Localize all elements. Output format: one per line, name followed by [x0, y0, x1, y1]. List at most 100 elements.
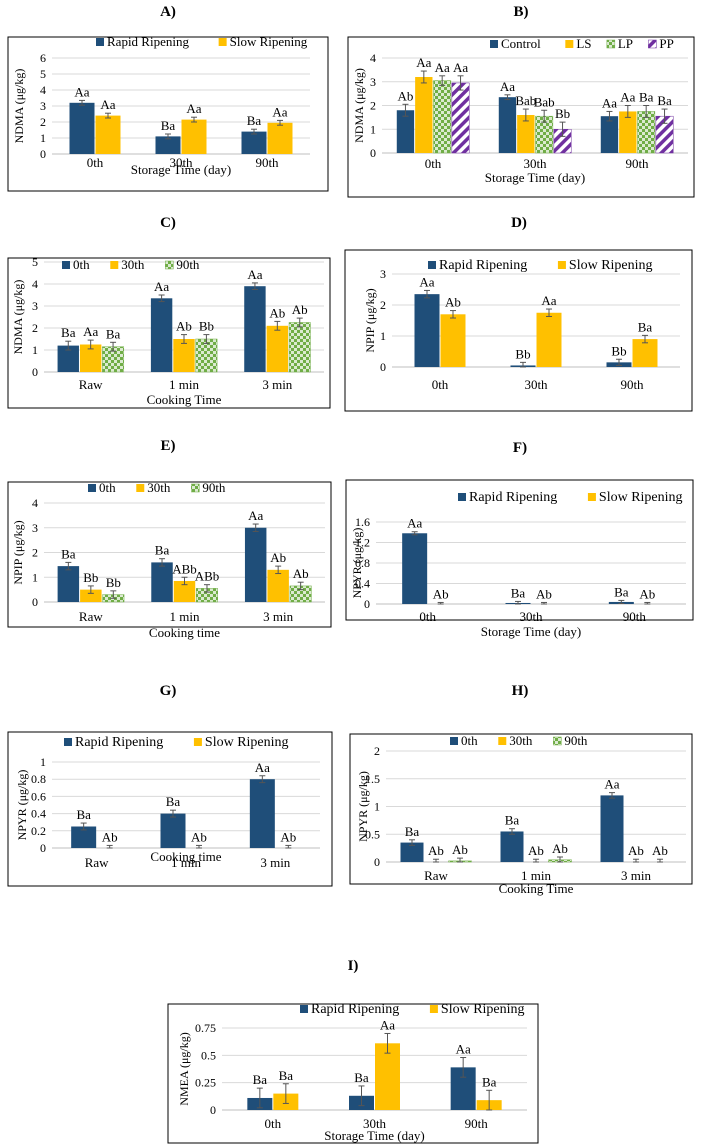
bar[interactable]	[415, 77, 433, 153]
bar[interactable]	[600, 116, 619, 153]
panel-label: F)	[513, 440, 527, 456]
bar[interactable]	[402, 533, 428, 604]
legend-swatch[interactable]	[587, 493, 596, 501]
legend-swatch[interactable]	[490, 40, 498, 48]
bar[interactable]	[160, 813, 186, 848]
x-tick-label: 90th	[625, 156, 649, 171]
bar[interactable]	[375, 1043, 400, 1110]
x-tick-label: 0th	[425, 156, 442, 171]
y-tick-label: 3	[32, 521, 38, 535]
bar[interactable]	[57, 566, 80, 602]
bar[interactable]	[400, 842, 424, 862]
data-label: Ba	[505, 813, 520, 828]
data-label: Ba	[61, 325, 76, 340]
legend-swatch[interactable]	[429, 1005, 438, 1013]
data-label: Aa	[456, 1042, 471, 1057]
bar[interactable]	[241, 131, 267, 154]
bar[interactable]	[414, 294, 440, 367]
data-label: Aa	[272, 104, 287, 119]
data-label: Ab	[176, 319, 192, 334]
legend-swatch[interactable]	[498, 737, 507, 745]
legend-swatch[interactable]	[191, 483, 200, 493]
y-tick-label: 3	[32, 299, 38, 313]
bar[interactable]	[619, 111, 637, 153]
bar[interactable]	[181, 119, 207, 154]
bar[interactable]	[440, 314, 466, 367]
legend-swatch[interactable]	[136, 484, 145, 492]
bar[interactable]	[79, 344, 102, 373]
bar[interactable]	[57, 345, 79, 372]
bar[interactable]	[451, 82, 470, 154]
y-tick-label: 0	[32, 595, 38, 609]
y-axis-label: NMEA (μg/kg)	[177, 1032, 191, 1105]
legend-swatch[interactable]	[553, 736, 562, 746]
bar[interactable]	[632, 339, 658, 367]
legend-swatch[interactable]	[428, 261, 436, 269]
y-tick-label: 2	[32, 321, 38, 335]
y-tick-label: 3	[370, 75, 376, 89]
bar[interactable]	[500, 831, 524, 862]
bar[interactable]	[80, 589, 102, 602]
data-label: Ab	[191, 829, 207, 844]
bar[interactable]	[288, 322, 311, 373]
legend-label: Rapid Ripening	[107, 34, 189, 49]
legend-swatch[interactable]	[557, 261, 566, 269]
y-tick-label: 2	[40, 115, 46, 129]
data-label: Ba	[279, 1068, 294, 1083]
bar[interactable]	[517, 115, 535, 153]
chart-i: I) 0 0.25 0.5 0.75 NMEA (μg/kg) Ba Ba 0th Ba Aa 30t…	[167, 958, 539, 1144]
x-tick-label: 0th	[87, 155, 104, 170]
y-tick-label: 4	[40, 83, 46, 97]
bar[interactable]	[155, 136, 181, 154]
y-tick-label: 6	[40, 51, 46, 65]
data-label: Ab	[445, 295, 461, 310]
bar[interactable]	[244, 527, 267, 602]
bar[interactable]	[498, 97, 517, 153]
legend-swatch[interactable]	[64, 738, 72, 746]
legend-swatch[interactable]	[110, 261, 119, 269]
bar[interactable]	[195, 338, 218, 373]
bar[interactable]	[95, 115, 121, 154]
data-label: Aa	[435, 60, 450, 75]
legend-swatch[interactable]	[193, 738, 202, 746]
bar[interactable]	[536, 312, 562, 367]
data-label: Ab	[280, 829, 296, 844]
bar[interactable]	[150, 298, 173, 372]
legend-swatch[interactable]	[62, 261, 70, 269]
legend-swatch[interactable]	[218, 38, 227, 46]
x-axis-label: Storage Time (day)	[481, 624, 581, 639]
bar[interactable]	[600, 795, 624, 862]
legend-swatch[interactable]	[606, 39, 616, 49]
legend-swatch[interactable]	[300, 1005, 308, 1013]
legend-label: Slow Ripening	[441, 1002, 525, 1017]
x-tick-label: 30th	[524, 377, 548, 392]
bar[interactable]	[151, 562, 173, 602]
legend-swatch[interactable]	[565, 40, 574, 48]
legend-swatch[interactable]	[450, 737, 458, 745]
bar[interactable]	[267, 122, 293, 154]
bar[interactable]	[173, 580, 196, 602]
legend-swatch[interactable]	[165, 260, 174, 270]
bar[interactable]	[244, 286, 266, 372]
y-tick-label: 4	[32, 496, 38, 510]
y-tick-label: 0.4	[355, 577, 370, 591]
bar[interactable]	[267, 569, 289, 602]
data-label: Ab	[528, 843, 544, 858]
bar[interactable]	[173, 339, 195, 372]
chart-frame	[347, 36, 695, 198]
x-tick-label: 0th	[432, 377, 449, 392]
bar[interactable]	[249, 779, 275, 848]
legend-swatch[interactable]	[648, 39, 657, 49]
bar[interactable]	[71, 826, 97, 849]
x-tick-label: 90th	[465, 1116, 489, 1131]
bar[interactable]	[266, 325, 289, 372]
legend-swatch[interactable]	[88, 484, 96, 492]
legend-swatch[interactable]	[96, 38, 104, 46]
x-tick-label: 90th	[623, 609, 647, 624]
bar[interactable]	[69, 102, 95, 154]
legend-swatch[interactable]	[458, 493, 466, 501]
bar[interactable]	[396, 110, 415, 153]
bar[interactable]	[433, 80, 452, 154]
data-label: Ab	[293, 566, 309, 581]
